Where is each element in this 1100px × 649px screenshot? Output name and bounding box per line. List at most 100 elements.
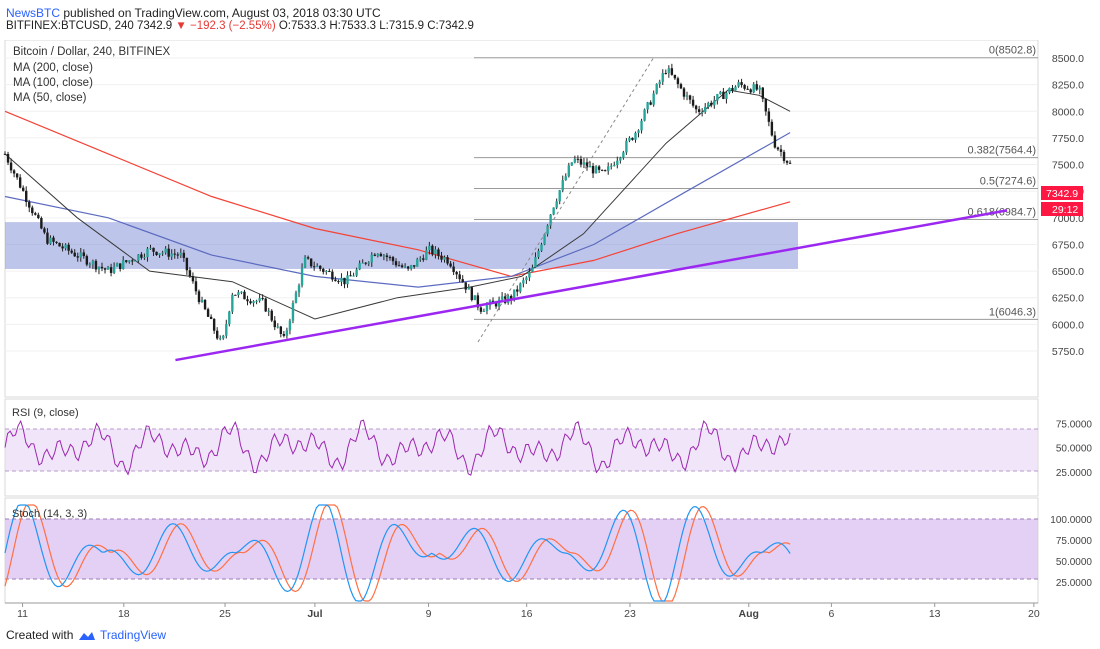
candle-body [710,102,713,106]
candle-body [461,279,464,283]
candle-body [646,102,649,110]
candle-body [752,84,755,93]
candle-body [15,173,19,178]
candle-body [173,253,176,255]
candle-body [67,244,70,251]
last-price-badge [1041,186,1083,200]
candle-body [431,245,434,255]
candle-body [43,228,46,233]
candle-body [679,84,683,89]
candle-body [740,82,743,86]
price-axis-label: 6250.0 [1052,293,1084,305]
ascending-trendline[interactable] [175,209,1008,362]
candle-body [158,253,161,255]
candle-body [437,249,440,256]
candle-body [112,266,116,273]
stoch-axis-label: 25.0000 [1056,578,1093,589]
candle-body [455,272,458,275]
candle-body [409,265,413,269]
candle-body [531,267,534,272]
price-axis-label: 8500.0 [1052,53,1084,65]
time-axis-label: 13 [929,608,941,620]
candle-body [652,93,655,105]
candle-body [755,84,758,90]
candle-body [131,260,134,262]
price-chart[interactable]: 0(8502.8)0.382(7564.4)0.5(7274.6)0.618(6… [0,40,1100,622]
candle-body [649,102,652,105]
candle-body [255,300,258,302]
candle-body [694,105,698,110]
candle-body [206,309,210,317]
candle-body [367,262,370,264]
candle-body [464,282,467,290]
candle-body [361,262,364,264]
candle-body [137,254,140,261]
candle-body [603,170,607,172]
candle-body [728,87,731,93]
candle-body [494,302,498,307]
fib-level-label: 0.5(7274.6) [980,176,1036,188]
candle-body [510,295,513,301]
candle-body [761,87,764,99]
candle-body [219,338,222,340]
candle-body [270,310,273,321]
candle-body [422,258,425,260]
candle-body [613,165,616,167]
candle-body [161,252,164,254]
candle-body [100,266,104,269]
chart-header: NewsBTC published on TradingView.com, Au… [0,0,1100,40]
time-axis-label: 25 [219,608,231,620]
candle-body [491,300,495,303]
candle-body [725,92,728,99]
candle-body [764,98,768,112]
candle-body [446,257,449,264]
candle-body [240,291,243,293]
candle-body [610,165,613,167]
candle-body [631,137,634,140]
candle-body [325,270,328,272]
candle-body [197,291,201,303]
candle-body [264,298,267,312]
rsi-axis-label: 75.0000 [1056,419,1093,430]
candle-body [543,234,546,245]
stoch-label: Stoch (14, 3, 3) [12,508,87,520]
stoch-k-line [4,504,791,602]
candle-body [291,302,295,321]
stoch-axis-label: 100.0000 [1050,515,1092,526]
candle-body [452,266,455,273]
candle-body [303,257,307,268]
candle-body [634,132,637,140]
candle-body [212,318,216,331]
candle-body [779,149,783,152]
candle-body [400,265,404,268]
candle-body [585,162,589,168]
candle-body [6,153,10,163]
candle-body [343,277,346,285]
candle-body [552,207,555,215]
candle-body [567,165,571,177]
publisher-name[interactable]: NewsBTC [6,6,61,20]
time-axis-label: Jul [307,608,322,620]
candle-body [485,305,489,311]
candle-body [682,88,686,97]
candle-body [597,166,601,170]
candle-body [670,68,674,75]
tradingview-link[interactable]: TradingView [100,628,167,642]
candle-body [243,291,246,300]
candle-body [70,250,73,253]
candle-body [413,265,416,267]
price-axis-label: 6000.0 [1052,319,1084,331]
candle-body [746,88,749,90]
candle-body [600,169,604,171]
candle-body [640,120,643,131]
candle-body [94,260,98,270]
candle-body [476,295,480,308]
candle-body [21,187,25,191]
candle-body [331,271,334,280]
candle-body [25,190,28,202]
candle-body [237,292,240,296]
candle-body [688,95,692,100]
candle-body [37,214,40,219]
candle-body [191,276,195,282]
candle-body [622,152,625,158]
